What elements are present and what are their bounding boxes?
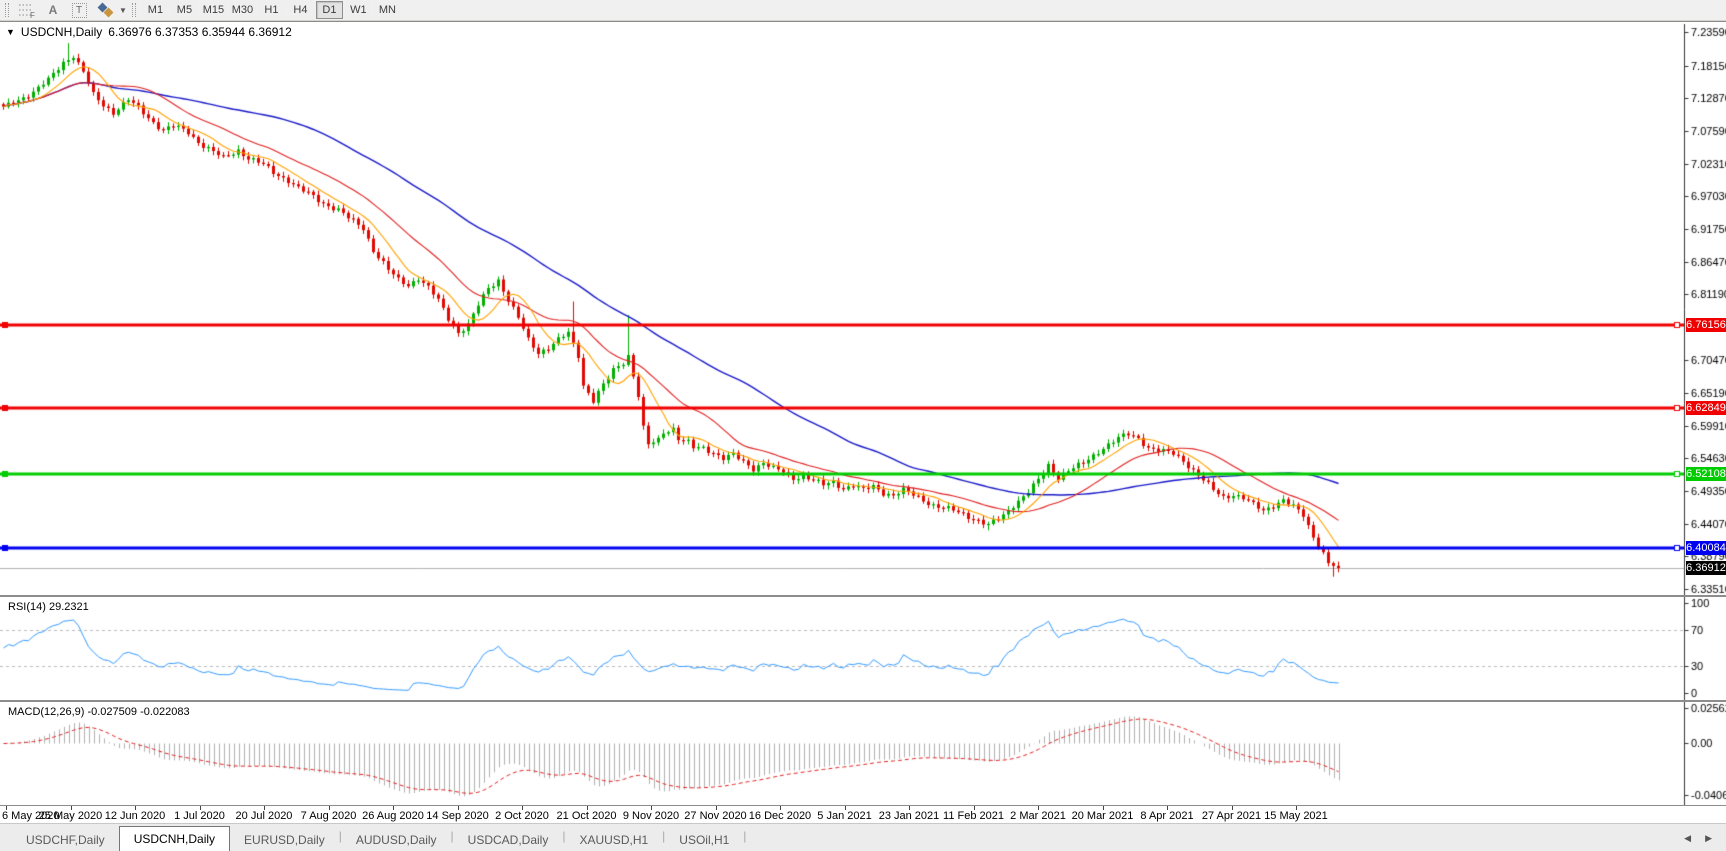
toolbar-grip[interactable] (5, 3, 9, 17)
date-tick (1038, 806, 1039, 810)
tab-scroll-controls: ◀ ▶ (1664, 824, 1726, 851)
tab-usdcnh-daily[interactable]: USDCNH,Daily (118, 826, 231, 851)
svg-text:F: F (30, 11, 35, 18)
date-tick (909, 806, 910, 810)
arrows-icon[interactable] (94, 1, 116, 19)
tab-scroll-right-icon[interactable]: ▶ (1705, 832, 1712, 843)
date-label: 23 Jan 2021 (878, 810, 940, 822)
date-tick (586, 806, 588, 810)
rsi-indicator-canvas[interactable] (0, 597, 1726, 700)
date-tick (1167, 806, 1168, 810)
chart-collapse-icon[interactable]: ▼ (6, 27, 15, 37)
timeframe-button-m15[interactable]: M15 (199, 1, 227, 19)
hline-price-tag[interactable]: 6.40084 (1686, 541, 1726, 555)
date-label: 27 Nov 2020 (684, 810, 747, 822)
timeframe-button-w1[interactable]: W1 (344, 1, 372, 19)
text-label-icon[interactable]: A (48, 3, 58, 17)
text-box-icon[interactable]: T (68, 1, 90, 19)
tab-eurusd-daily[interactable]: EURUSD,Daily (244, 832, 325, 847)
date-tick (264, 806, 265, 810)
hline-price-tag[interactable]: 6.62849 (1686, 401, 1726, 415)
date-tick (780, 806, 781, 810)
date-label: 11 Feb 2021 (943, 810, 1004, 822)
pane-separator-rsi-macd[interactable] (0, 700, 1726, 702)
hline-price-tag[interactable]: 6.52108 (1686, 467, 1726, 481)
date-tick (522, 806, 523, 810)
date-tick (135, 806, 136, 810)
date-tick (715, 806, 717, 810)
timeframe-button-m30[interactable]: M30 (228, 1, 256, 19)
date-label: 20 Mar 2021 (1071, 810, 1134, 822)
top-toolbar: F A T ▼ M1 M5 M15 M30 H1 H4 D1 W1 MN (0, 0, 1726, 21)
date-label: 20 Jul 2020 (235, 810, 293, 822)
date-label: 27 Apr 2021 (1201, 810, 1262, 822)
toolbar-separator (0, 21, 1726, 22)
date-label: 8 Apr 2021 (1140, 810, 1194, 822)
tab-xauusd-h1[interactable]: XAUUSD,H1 (579, 832, 649, 847)
date-label: 25 May 2020 (38, 810, 103, 822)
date-label: 1 Jul 2020 (174, 810, 225, 822)
date-label: 2 Mar 2021 (1010, 810, 1066, 822)
tab-usdchf-daily[interactable]: USDCHF,Daily (26, 832, 105, 847)
date-tick (199, 806, 201, 810)
chart-ohlc-values: 6.36976 6.37353 6.35944 6.36912 (108, 25, 292, 39)
date-tick (1296, 806, 1297, 810)
main-chart-canvas[interactable] (0, 22, 1726, 595)
pane-separator-main-rsi[interactable] (0, 595, 1726, 597)
date-tick (457, 806, 459, 810)
date-tick (393, 806, 394, 810)
date-tick (328, 806, 330, 810)
date-label: 12 Jun 2020 (104, 810, 166, 822)
timeframe-button-m1[interactable]: M1 (141, 1, 169, 19)
date-tick (70, 806, 72, 810)
chart-symbol-period: USDCNH,Daily (20, 25, 103, 39)
timeframe-button-mn[interactable]: MN (373, 1, 401, 19)
date-label: 9 Nov 2020 (622, 810, 680, 822)
timeframe-button-h1[interactable]: H1 (257, 1, 285, 19)
date-label: 21 Oct 2020 (556, 810, 617, 822)
macd-indicator-canvas[interactable] (0, 702, 1726, 805)
date-tick (1231, 806, 1233, 810)
tab-separator: | (562, 829, 566, 843)
date-label: 14 Sep 2020 (426, 810, 489, 822)
tab-usdcad-daily[interactable]: USDCAD,Daily (467, 832, 549, 847)
fibonacci-icon[interactable]: F (16, 1, 38, 19)
toolbar-grip-2[interactable] (131, 3, 136, 17)
date-tick (844, 806, 846, 810)
arrows-dropdown-icon[interactable]: ▼ (119, 5, 127, 15)
current-price-tag: 6.36912 (1686, 561, 1726, 575)
date-label: 7 Aug 2020 (300, 810, 357, 822)
date-tick (651, 806, 652, 810)
date-tick (973, 806, 975, 810)
macd-label: MACD(12,26,9) -0.027509 -0.022083 (8, 706, 190, 718)
timeframe-button-h4[interactable]: H4 (286, 1, 314, 19)
pane-separator-macd-dates (0, 805, 1726, 806)
date-label: 2 Oct 2020 (495, 810, 549, 822)
date-label: 26 Aug 2020 (362, 810, 424, 822)
tab-separator: | (662, 829, 666, 843)
chart-title: ▼ USDCNH,Daily 6.36976 6.37353 6.35944 6… (6, 25, 292, 39)
hline-price-tag[interactable]: 6.76156 (1686, 318, 1726, 332)
tab-scroll-left-icon[interactable]: ◀ (1684, 832, 1692, 843)
chart-tab-bar: USDCHF,Daily USDCNH,Daily EURUSD,Daily |… (0, 823, 1726, 851)
tab-audusd-daily[interactable]: AUDUSD,Daily (355, 832, 437, 847)
date-label: 16 Dec 2020 (748, 810, 812, 822)
tab-separator: | (450, 829, 454, 843)
date-label: 5 Jan 2021 (817, 810, 872, 822)
tab-usoil-h1[interactable]: USOil,H1 (679, 832, 730, 847)
date-tick (6, 806, 7, 810)
date-axis[interactable]: 6 May 2020 25 May 2020 12 Jun 2020 1 Jul 20… (0, 806, 1726, 823)
timeframe-button-d1[interactable]: D1 (315, 1, 343, 19)
timeframe-button-m5[interactable]: M5 (170, 1, 198, 19)
tab-separator: | (338, 829, 342, 843)
rsi-label: RSI(14) 29.2321 (8, 601, 89, 613)
date-label: 6 May 2020 (2, 810, 60, 822)
tab-separator: | (743, 829, 747, 843)
date-label: 15 May 2021 (1264, 810, 1328, 822)
date-tick (1102, 806, 1104, 810)
